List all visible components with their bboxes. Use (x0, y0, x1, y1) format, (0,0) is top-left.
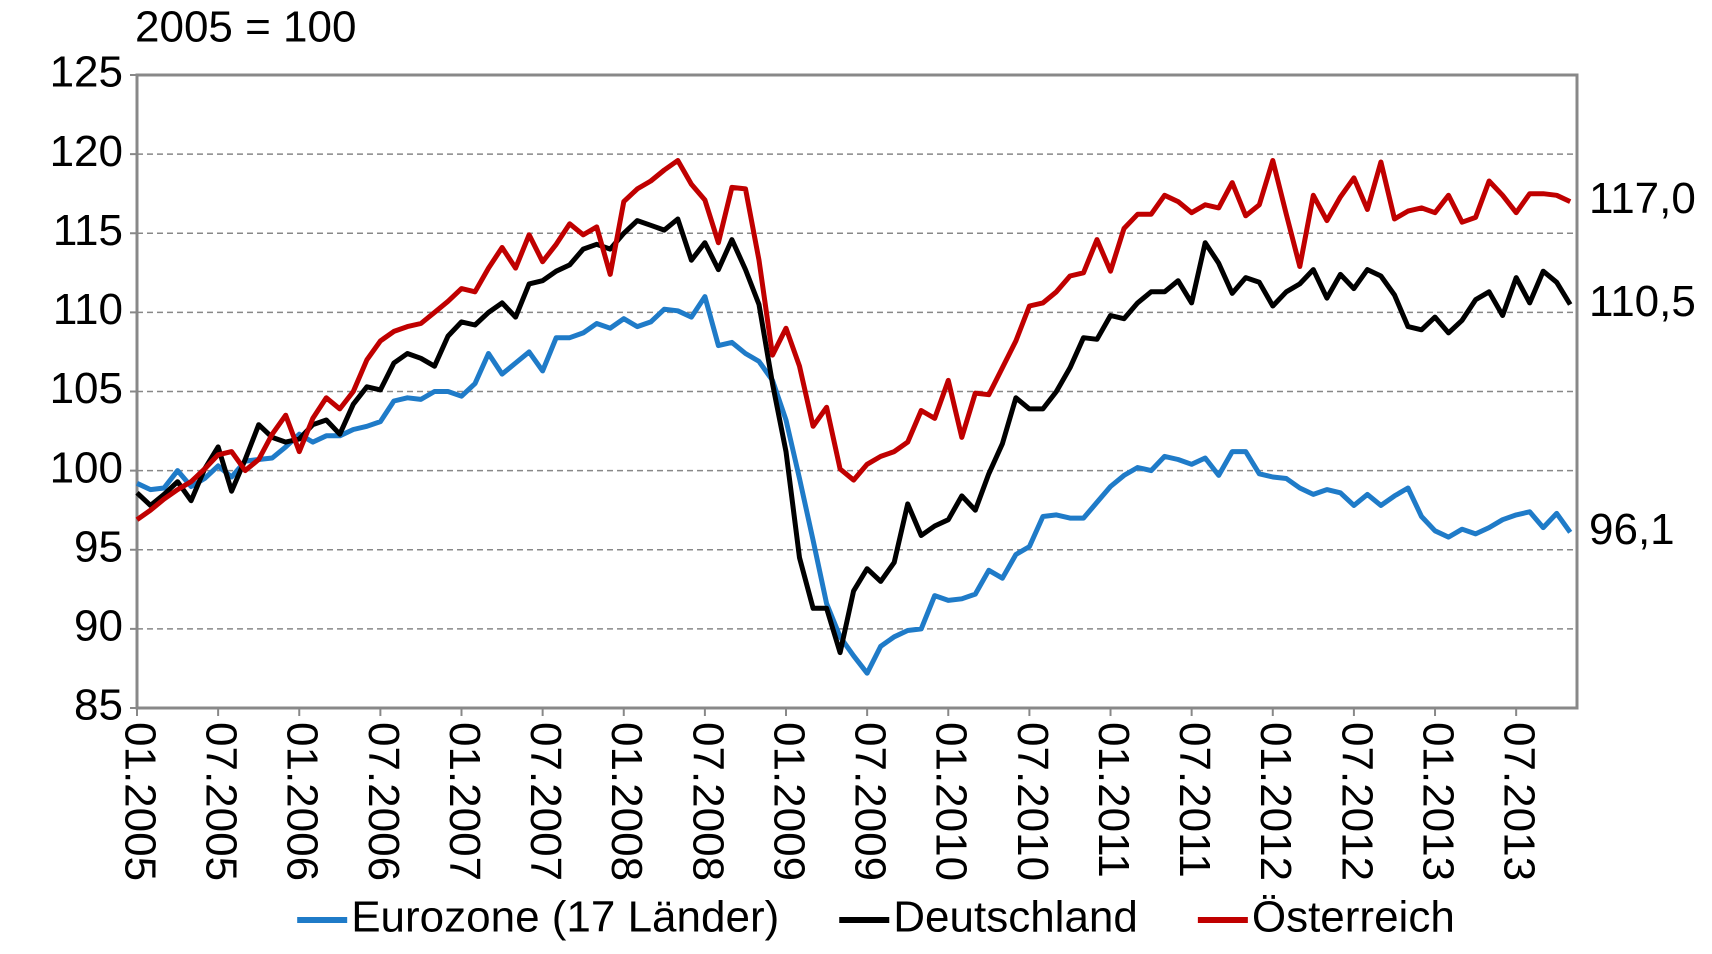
legend-label: Österreich (1252, 893, 1455, 942)
x-tick-label: 07.2009 (846, 722, 895, 881)
x-tick-label: 01.2006 (278, 722, 327, 881)
x-tick-label: 07.2006 (359, 722, 408, 881)
end-label: 110,5 (1589, 277, 1696, 326)
series-line (135, 294, 1573, 676)
x-tick-label: 07.2005 (197, 722, 246, 881)
plot-frame (135, 73, 1579, 710)
y-tick-label: 110 (53, 285, 123, 334)
x-tick-label: 07.2012 (1332, 722, 1381, 881)
x-tick-label: 01.2008 (602, 722, 651, 881)
x-tick-label: 07.2010 (1008, 722, 1057, 881)
x-tick-label: 07.2007 (521, 722, 570, 881)
x-tick-label: 01.2009 (764, 722, 813, 881)
end-label: 117,0 (1589, 174, 1696, 223)
unit-label: 2005 = 100 (135, 3, 356, 52)
end-label: 96,1 (1589, 505, 1675, 554)
y-tick-label: 105 (50, 364, 123, 413)
x-tick-label: 01.2011 (1089, 722, 1138, 878)
y-tick-label: 120 (50, 127, 123, 176)
x-tick-label: 01.2005 (115, 722, 164, 881)
x-tick-label: 01.2013 (1413, 722, 1462, 881)
legend-label: Eurozone (17 Länder) (351, 893, 779, 942)
y-tick-label: 95 (74, 522, 123, 571)
legend-label: Deutschland (893, 893, 1138, 942)
x-tick-label: 07.2008 (683, 722, 732, 881)
x-tick-label: 07.2011 (1170, 722, 1219, 878)
series-line (135, 216, 1573, 656)
y-tick-label: 100 (50, 443, 123, 492)
x-tick-label: 01.2010 (927, 722, 976, 881)
x-tick-label: 01.2007 (440, 722, 489, 881)
y-tick-label: 125 (50, 48, 123, 97)
y-tick-label: 90 (74, 602, 123, 651)
x-tick-label: 07.2013 (1495, 722, 1544, 881)
legend: Eurozone (17 Länder) Deutschland Österreic… (297, 893, 1455, 942)
y-tick-label: 115 (53, 206, 123, 255)
y-tick-label: 85 (74, 681, 123, 730)
series-line (135, 158, 1572, 522)
x-tick-label: 01.2012 (1251, 722, 1300, 881)
